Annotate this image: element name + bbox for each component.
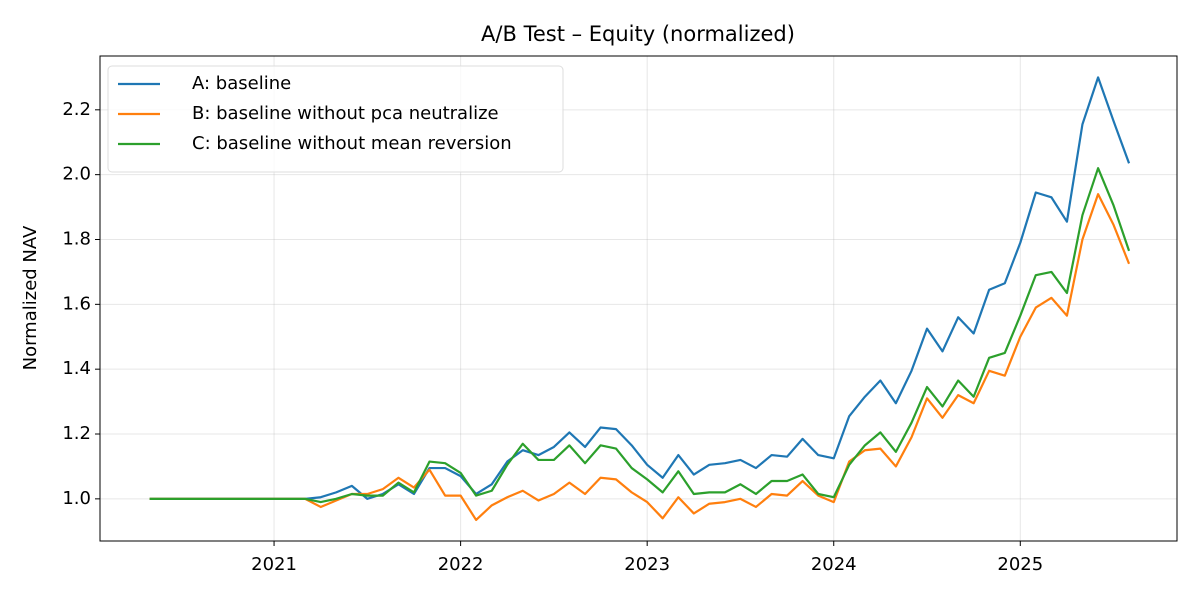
legend-label: A: baseline bbox=[192, 73, 291, 94]
plot-frame bbox=[99, 55, 1178, 542]
chart-title: A/B Test – Equity (normalized) bbox=[481, 22, 795, 46]
series-line bbox=[149, 167, 1131, 504]
y-tick-label: 1.4 bbox=[62, 358, 91, 379]
x-tick-label: 2024 bbox=[811, 554, 857, 575]
x-tick-label: 2023 bbox=[624, 554, 670, 575]
y-tick-label: 2.2 bbox=[62, 99, 91, 120]
series-line bbox=[149, 193, 1131, 522]
legend-label: C: baseline without mean reversion bbox=[192, 133, 512, 154]
legend-box bbox=[107, 65, 564, 173]
legend-label: B: baseline without pca neutralize bbox=[192, 103, 499, 124]
x-tick-label: 2022 bbox=[438, 554, 484, 575]
y-tick-label: 2.0 bbox=[62, 164, 91, 185]
y-tick-label: 1.6 bbox=[62, 293, 91, 314]
series-line bbox=[149, 76, 1131, 500]
x-tick-label: 2021 bbox=[251, 554, 297, 575]
x-tick-label: 2025 bbox=[997, 554, 1043, 575]
y-tick-label: 1.2 bbox=[62, 423, 91, 444]
y-tick-label: 1.8 bbox=[62, 228, 91, 249]
y-tick-label: 1.0 bbox=[62, 488, 91, 509]
y-axis-label: Normalized NAV bbox=[20, 225, 41, 370]
